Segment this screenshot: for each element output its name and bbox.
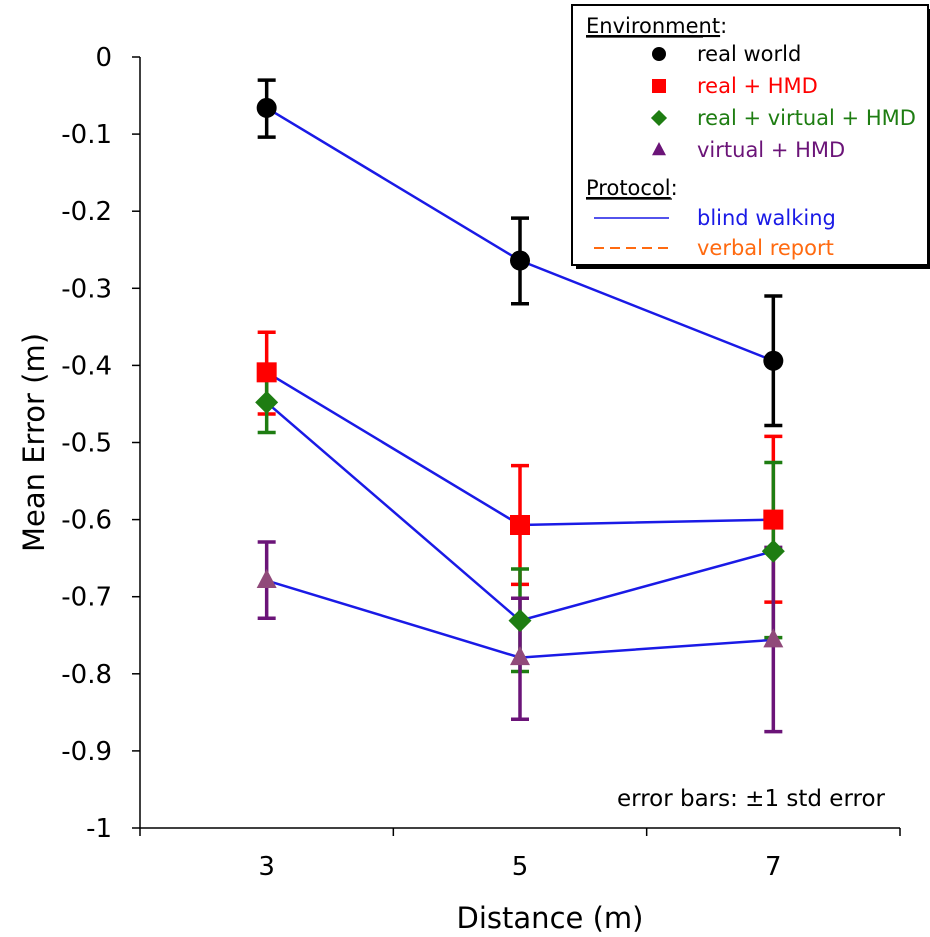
data-point (761, 539, 785, 563)
y-tick-label: 0 (95, 43, 112, 73)
y-tick-label: -0.2 (61, 197, 112, 227)
series-layer (255, 78, 785, 734)
data-point (255, 390, 279, 414)
series-errorbars (257, 330, 783, 604)
series-markers (256, 569, 784, 666)
series-markers (256, 97, 784, 371)
data-point (256, 362, 277, 383)
y-tick-label: -0.7 (61, 583, 112, 613)
series-markers (255, 390, 785, 633)
legend-marker-square (652, 79, 666, 93)
y-tick-label: -0.8 (61, 660, 112, 690)
legend: Environment: real world real + HMD real + v… (571, 4, 930, 269)
data-point (763, 509, 784, 530)
series-markers (256, 362, 784, 535)
legend-protocol-title: Protocol: (586, 176, 678, 200)
y-axis-title: Mean Error (m) (17, 333, 51, 552)
legend-label: real + virtual + HMD (697, 106, 916, 130)
legend-box (571, 4, 929, 266)
legend-protocol-label: blind walking (697, 206, 836, 230)
legend-environment-title: Environment: (586, 14, 727, 38)
legend-marker-triangle (652, 141, 666, 156)
data-point (510, 646, 530, 666)
data-point (256, 569, 277, 589)
data-point (763, 350, 784, 371)
x-tick-label: 5 (512, 852, 529, 882)
y-tick-label: -0.4 (61, 351, 112, 381)
y-tick-label: -0.5 (61, 429, 112, 459)
error-bar-note: error bars: ±1 std error (617, 786, 886, 812)
y-tick-label: -0.3 (61, 274, 112, 304)
legend-marker-circle (652, 47, 666, 61)
axes: 0 -0.1 -0.2 -0.3 -0.4 -0.5 -0.6 -0.7 -0.8 -0.9 -1 3… (61, 43, 901, 882)
legend-label: real + HMD (697, 74, 818, 98)
x-tick-label: 7 (765, 852, 782, 882)
data-point (256, 97, 277, 118)
x-axis-title: Distance (m) (457, 901, 644, 935)
legend-label: real world (697, 42, 801, 66)
y-tick-label: -1 (86, 814, 112, 844)
data-point (510, 250, 530, 271)
y-tick-label: -0.9 (61, 737, 112, 767)
legend-protocol-label: verbal report (697, 236, 834, 260)
legend-label: virtual + HMD (697, 138, 845, 162)
data-point (510, 514, 530, 535)
y-tick-label: -0.1 (61, 120, 112, 150)
legend-marker-diamond (650, 109, 668, 127)
data-point (763, 628, 784, 648)
x-tick-label: 3 (258, 852, 275, 882)
y-tick-label: -0.6 (61, 506, 112, 536)
data-point (508, 609, 532, 633)
